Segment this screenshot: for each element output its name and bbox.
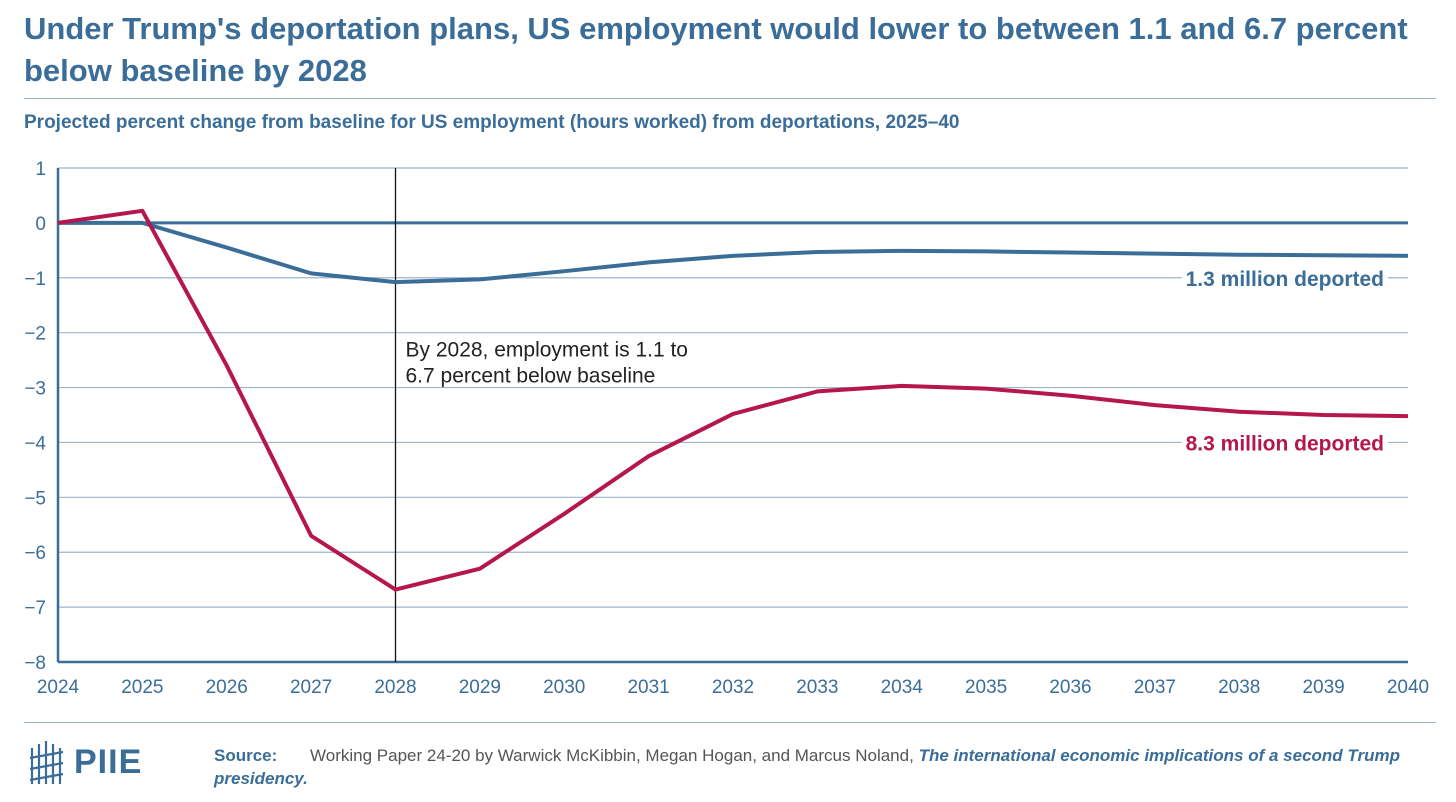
x-tick-label: 2027 (290, 677, 332, 698)
x-tick-label: 2035 (965, 677, 1007, 698)
x-tick-label: 2028 (374, 677, 416, 698)
x-tick-label: 2039 (1302, 677, 1344, 698)
source-title: The international economic implications … (214, 746, 1400, 788)
y-tick-label: −3 (24, 379, 46, 400)
piie-logo: PIIE (28, 738, 142, 786)
x-tick-label: 2032 (712, 677, 754, 698)
x-tick-label: 2026 (206, 677, 248, 698)
y-tick-label: −8 (24, 653, 46, 674)
x-tick-label: 2036 (1049, 677, 1091, 698)
x-tick-label: 2034 (881, 677, 924, 698)
series-line-1 (58, 220, 1409, 285)
x-tick-label: 2031 (627, 677, 669, 698)
y-tick-label: −2 (24, 324, 46, 345)
y-tick-label: −5 (24, 488, 46, 509)
source-label: Source: (214, 746, 278, 765)
x-tick-label: 2024 (37, 677, 80, 698)
series-line-2 (57, 208, 1409, 592)
x-tick-label: 2025 (121, 677, 163, 698)
source-text: Working Paper 24-20 by Warwick McKibbin,… (310, 746, 914, 765)
y-tick-label: −7 (24, 598, 46, 619)
annotation-text: By 2028, employment is 1.1 to (406, 339, 689, 362)
x-tick-label: 2038 (1218, 677, 1260, 698)
series-label-background (1181, 261, 1388, 292)
y-tick-label: −4 (24, 433, 46, 454)
source-note: Source: Working Paper 24-20 by Warwick M… (214, 744, 1429, 790)
y-tick-label: −1 (24, 269, 46, 290)
logo-text: PIIE (74, 742, 143, 781)
x-tick-label: 2040 (1387, 677, 1429, 698)
title-divider (24, 98, 1436, 99)
series-label: 1.3 million deported (1186, 268, 1384, 291)
x-tick-label: 2033 (796, 677, 838, 698)
chart-title: Under Trump's deportation plans, US empl… (24, 11, 1408, 88)
x-tick-label: 2029 (459, 677, 501, 698)
series-label-background (1181, 426, 1388, 457)
line-chart: 1 0 −1 −2 −3 −4 −5 −6 −7 −8 2024 2025 2026 2027 2028 20… (24, 159, 1429, 698)
series-label: 8.3 million deported (1186, 432, 1384, 455)
y-tick-label: 0 (35, 214, 46, 235)
chart-subtitle: Projected percent change from baseline f… (24, 112, 960, 133)
piie-logo-icon (29, 741, 64, 784)
x-tick-label: 2030 (543, 677, 585, 698)
footer-divider (24, 722, 1436, 723)
y-tick-label: −6 (24, 543, 46, 564)
y-tick-label: 1 (35, 159, 46, 180)
x-tick-label: 2037 (1134, 677, 1176, 698)
annotation-text: 6.7 percent below baseline (406, 365, 656, 388)
